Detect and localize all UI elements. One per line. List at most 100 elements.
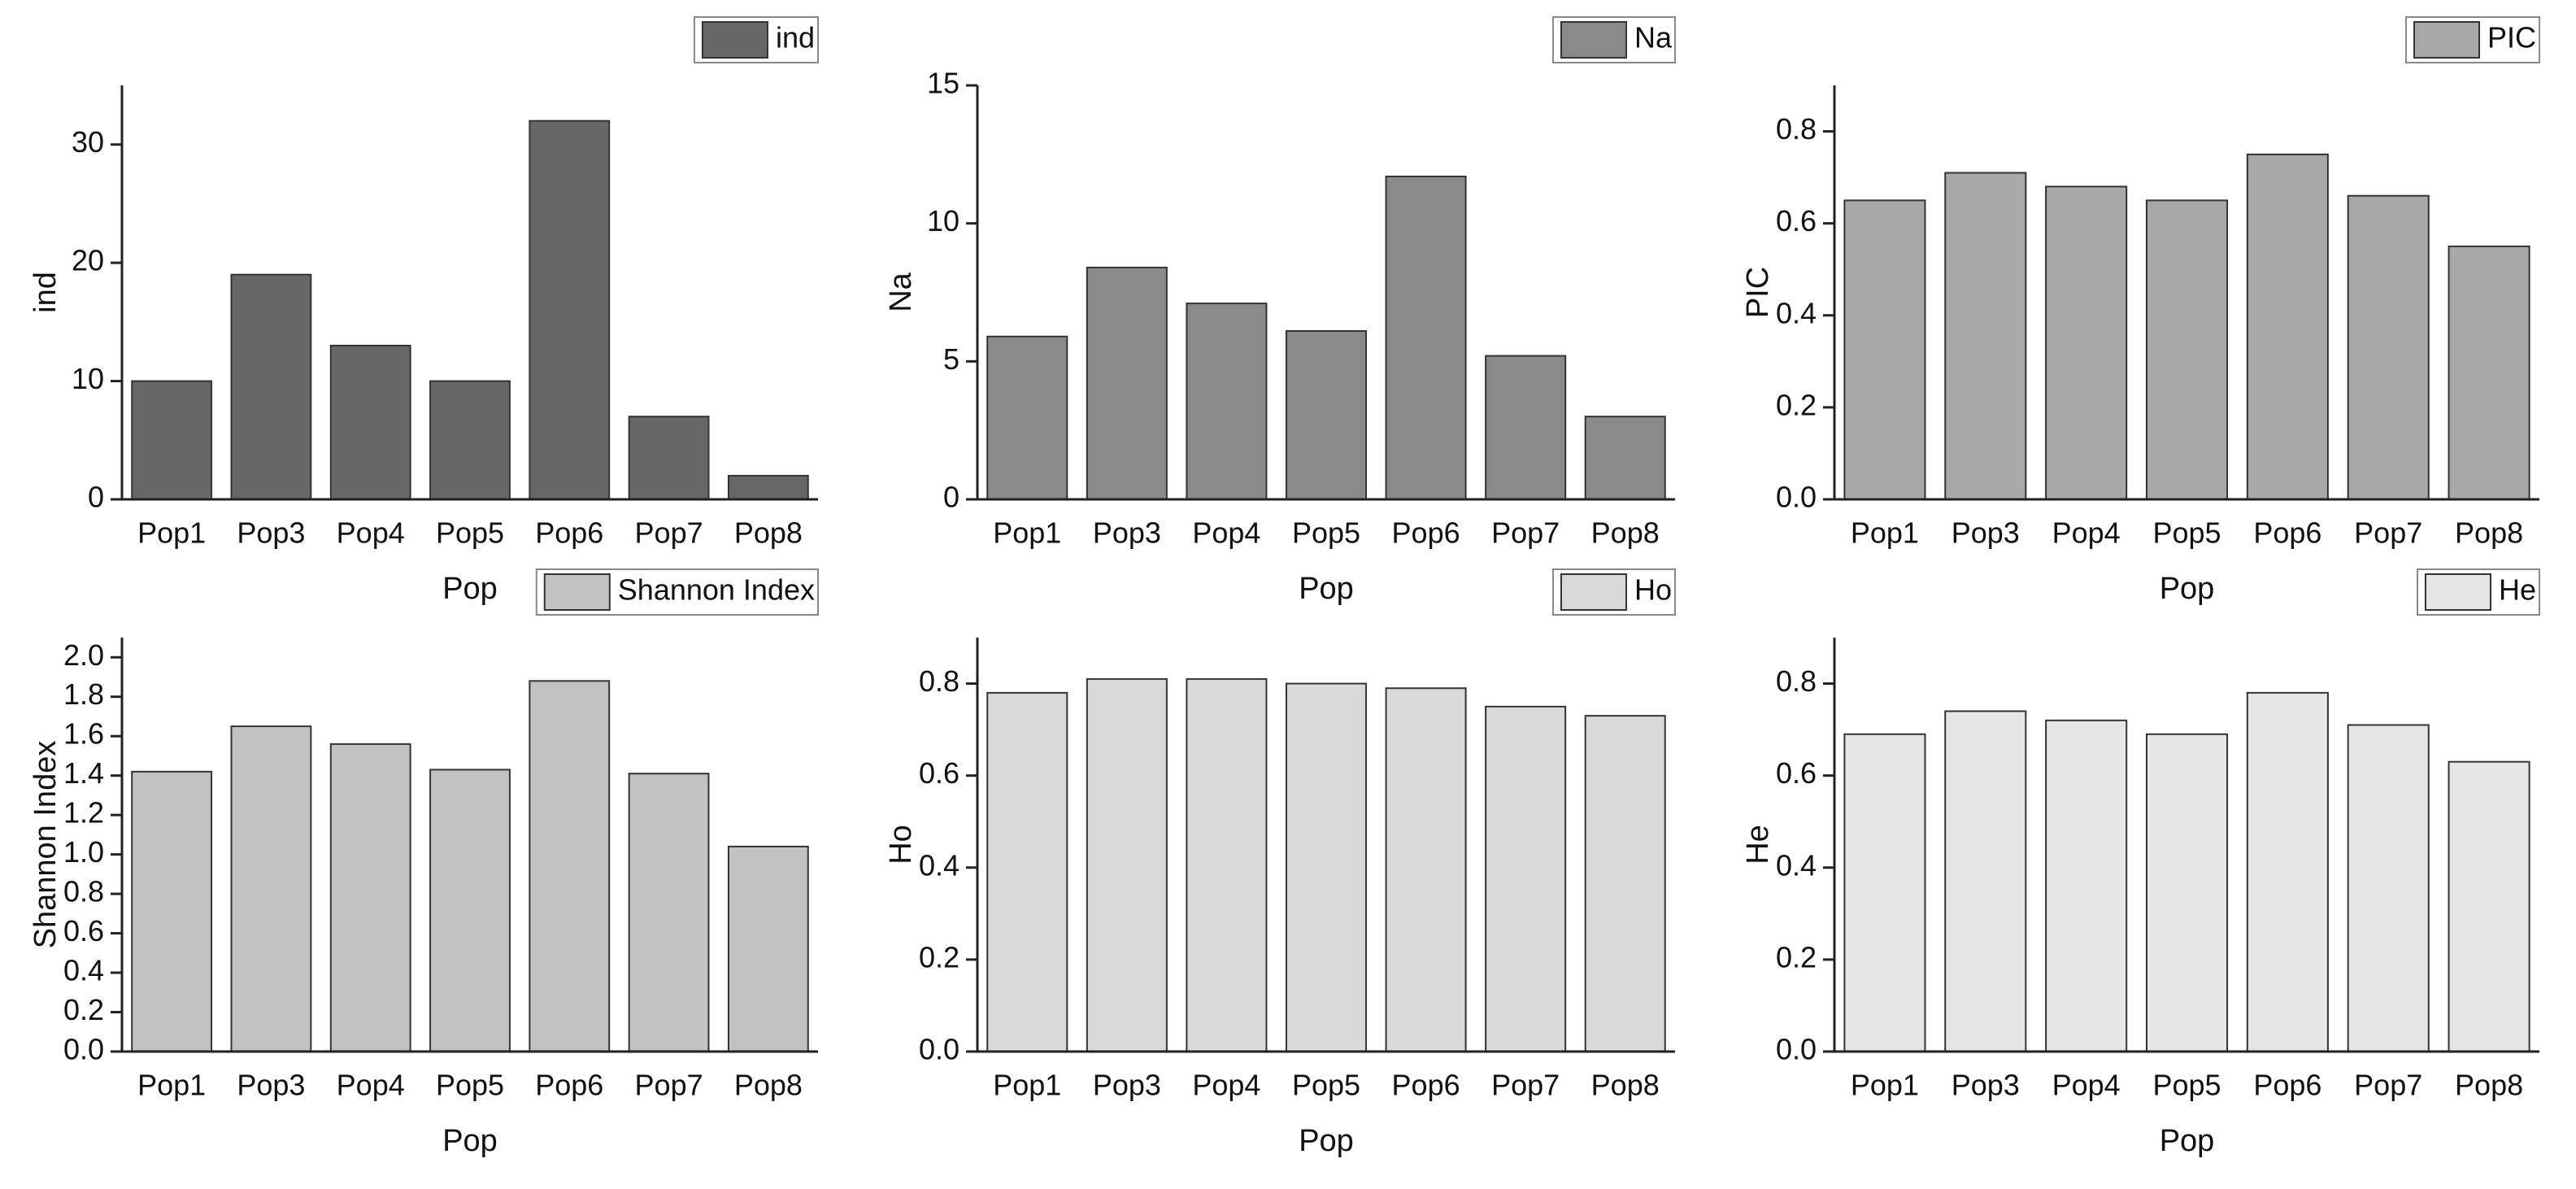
legend-swatch xyxy=(701,21,768,59)
bar xyxy=(1285,330,1368,500)
y-tick-label: 10 xyxy=(927,204,959,237)
x-tick-label: Pop7 xyxy=(1491,516,1560,550)
y-tick-label: 1.4 xyxy=(63,756,104,790)
legend-label: ind xyxy=(776,21,815,54)
x-tick-label: Pop6 xyxy=(2253,516,2321,550)
y-tick-label: 1.6 xyxy=(63,717,104,751)
y-tick-label: 5 xyxy=(943,342,959,376)
y-tick-label: 0.2 xyxy=(1776,388,1817,421)
bar xyxy=(2145,733,2229,1052)
y-tick-label: 0.4 xyxy=(63,954,104,987)
legend-swatch xyxy=(1560,21,1627,59)
bar xyxy=(230,725,312,1052)
y-tick-label: 2.0 xyxy=(63,638,104,672)
y-tick-label: 0.0 xyxy=(1776,1033,1817,1066)
x-tick-label: Pop8 xyxy=(734,516,803,550)
bar xyxy=(2347,724,2430,1052)
y-axis-label: Shannon Index xyxy=(28,741,63,949)
legend-label: Na xyxy=(1634,21,1673,54)
x-tick-label: Pop8 xyxy=(734,1069,803,1102)
x-tick-label: Pop3 xyxy=(1952,1069,2020,1102)
bar xyxy=(1285,682,1368,1052)
y-axis-label: ind xyxy=(28,272,63,313)
x-tick-label: Pop1 xyxy=(993,1069,1061,1102)
legend-label: Shannon Index xyxy=(618,573,815,607)
y-tick-label: 0.0 xyxy=(63,1033,104,1066)
x-tick-label: Pop4 xyxy=(2052,516,2121,550)
legend-box xyxy=(535,568,819,616)
bar xyxy=(529,120,611,500)
x-tick-label: Pop5 xyxy=(1292,516,1360,550)
x-tick-label: Pop3 xyxy=(237,1069,305,1102)
y-tick-label: 0.8 xyxy=(1776,664,1817,698)
x-tick-label: Pop1 xyxy=(137,1069,206,1102)
x-tick-label: Pop7 xyxy=(2354,1069,2422,1102)
x-tick-label: Pop3 xyxy=(237,516,305,550)
x-tick-label: Pop6 xyxy=(535,516,603,550)
x-tick-label: Pop1 xyxy=(1851,1069,1919,1102)
x-axis-label: Pop xyxy=(442,572,498,606)
bar xyxy=(329,344,411,501)
bar xyxy=(1584,416,1666,501)
x-tick-label: Pop1 xyxy=(1851,516,1919,550)
x-tick-label: Pop4 xyxy=(337,516,405,550)
bar xyxy=(1186,303,1268,500)
y-axis-label: Na xyxy=(884,272,918,311)
x-tick-label: Pop1 xyxy=(137,516,206,550)
bar xyxy=(1485,705,1567,1052)
y-tick-label: 15 xyxy=(927,67,959,100)
y-tick-label: 10 xyxy=(72,362,104,395)
bar xyxy=(2145,199,2229,500)
bar xyxy=(727,845,809,1053)
y-tick-label: 0.2 xyxy=(1776,940,1817,973)
y-tick-label: 1.0 xyxy=(63,835,104,869)
bar xyxy=(1385,175,1467,500)
y-tick-label: 0.2 xyxy=(63,993,104,1026)
x-axis-label: Pop xyxy=(2160,1124,2215,1158)
bar xyxy=(1584,715,1666,1053)
y-tick-label: 30 xyxy=(72,125,104,159)
x-tick-label: Pop5 xyxy=(2152,1069,2221,1102)
bar xyxy=(628,416,710,501)
x-tick-label: Pop8 xyxy=(2455,516,2523,550)
y-tick-label: 0.8 xyxy=(919,664,959,698)
y-axis-label: PIC xyxy=(1741,267,1775,318)
y-axis-label: Ho xyxy=(884,825,918,865)
x-tick-label: Pop3 xyxy=(1952,516,2020,550)
bar xyxy=(2045,185,2128,501)
y-tick-label: 0.2 xyxy=(919,940,959,973)
y-tick-label: 0.0 xyxy=(919,1033,959,1066)
y-tick-label: 0.6 xyxy=(919,756,959,790)
y-tick-label: 20 xyxy=(72,244,104,277)
bar xyxy=(1186,677,1268,1053)
y-tick-label: 0.8 xyxy=(1776,112,1817,146)
x-axis-label: Pop xyxy=(442,1124,498,1158)
x-tick-label: Pop5 xyxy=(436,516,504,550)
bar xyxy=(429,769,511,1053)
legend-swatch xyxy=(1560,573,1627,611)
y-tick-label: 0.8 xyxy=(63,875,104,908)
legend-box xyxy=(2416,568,2540,616)
x-tick-label: Pop8 xyxy=(1591,516,1660,550)
x-tick-label: Pop7 xyxy=(635,1069,703,1102)
x-axis-label: Pop xyxy=(1299,572,1354,606)
y-tick-label: 0.4 xyxy=(919,848,959,882)
bar xyxy=(2448,245,2530,500)
legend-label: PIC xyxy=(2487,21,2536,54)
bar xyxy=(1944,710,2027,1052)
bar xyxy=(2448,760,2530,1052)
x-tick-label: Pop1 xyxy=(993,516,1061,550)
bar xyxy=(230,273,312,500)
legend-swatch xyxy=(543,573,611,611)
bar xyxy=(2246,153,2329,500)
bar xyxy=(986,335,1068,500)
y-axis-label: He xyxy=(1741,825,1775,865)
bar xyxy=(329,743,411,1053)
bar xyxy=(529,680,611,1052)
bar xyxy=(628,773,710,1052)
y-tick-label: 0.0 xyxy=(1776,481,1817,514)
legend-swatch xyxy=(2424,573,2491,611)
x-tick-label: Pop4 xyxy=(2052,1069,2121,1102)
bar xyxy=(131,380,213,501)
